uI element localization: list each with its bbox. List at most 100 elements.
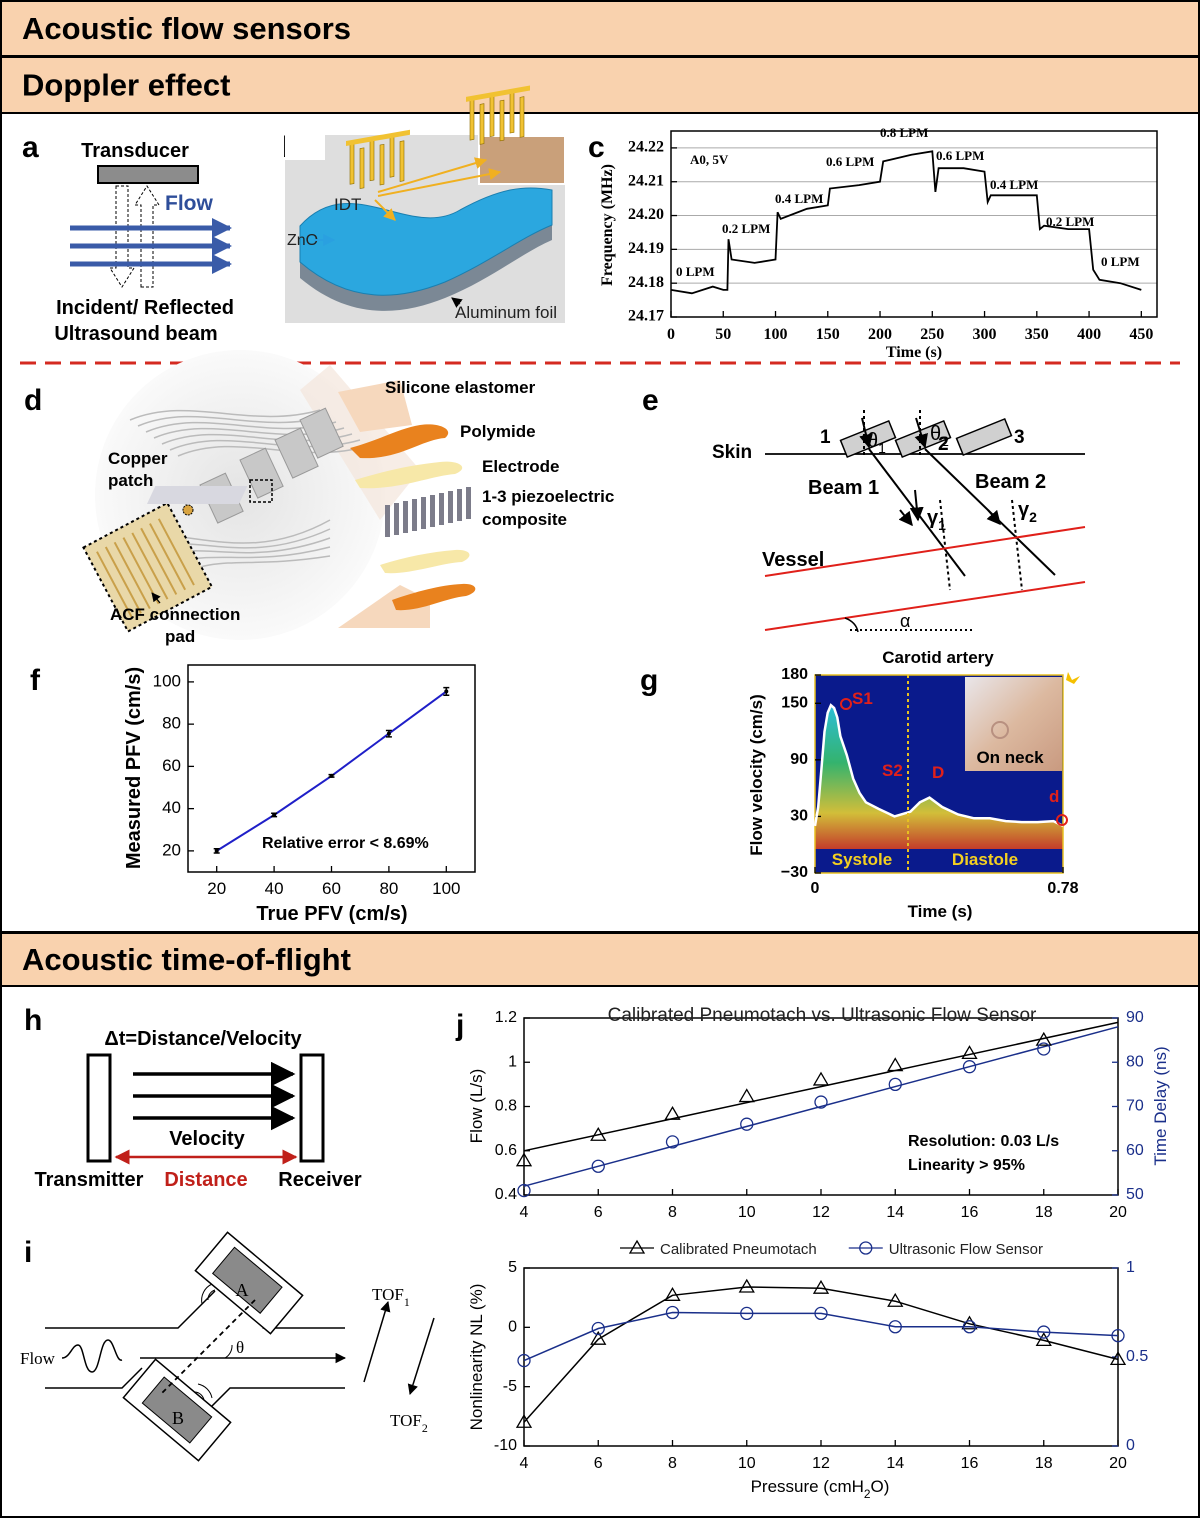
y-tick-label: 0.6 [495, 1142, 517, 1159]
electrode-bottom [380, 549, 470, 574]
marker [591, 1321, 605, 1336]
marker [591, 1159, 605, 1173]
receiver [299, 1053, 325, 1163]
y-tick-label: 1.2 [495, 1009, 517, 1026]
y2-tick-label: 90 [1126, 1009, 1144, 1026]
element [299, 407, 344, 459]
marker [962, 1060, 977, 1074]
marker [888, 1077, 902, 1092]
frequency-line [670, 150, 1142, 295]
y2-tick-label: 70 [1126, 1098, 1144, 1115]
pointer [151, 592, 161, 604]
panel-letter: f [30, 664, 41, 697]
marker [665, 1305, 680, 1320]
idt-finger [349, 143, 355, 185]
y-tick-label: -10 [494, 1437, 517, 1454]
idt-finger [489, 95, 495, 137]
annotation: Diastole [952, 850, 1018, 869]
marker [1037, 1042, 1051, 1056]
pointer [377, 168, 502, 197]
idt-finger [499, 99, 505, 142]
x-tick-label: 18 [1035, 1455, 1053, 1472]
label: TOF2 [390, 1411, 428, 1435]
y-tick-label: 150 [781, 695, 808, 712]
label: θ2 [930, 423, 949, 449]
x-tick-label: 0 [667, 326, 675, 343]
annotation: 0.2 LPM [1046, 214, 1094, 229]
transducer-b [141, 1376, 213, 1444]
incident-beam [109, 185, 135, 288]
plot-frame [670, 130, 1158, 318]
y-tick-label: 180 [781, 666, 808, 683]
marker [887, 1057, 904, 1072]
point [444, 689, 449, 694]
label: Distance [164, 1169, 247, 1191]
pad-trace [140, 527, 178, 595]
label: γ2 [1018, 499, 1037, 525]
envelope-line [813, 703, 1064, 828]
label: ACF connection [110, 605, 240, 624]
pointer [377, 157, 488, 193]
plot-frame [814, 674, 1064, 874]
idt-finger [479, 103, 485, 145]
x-tick-label: 0 [811, 880, 820, 897]
label: Aluminum foil [455, 303, 557, 322]
label-part: Pressure (cmH [751, 1477, 864, 1496]
label: Velocity [169, 1128, 245, 1150]
annotation: S1 [852, 689, 873, 708]
y-axis-label: Frequency (MHz) [599, 164, 616, 286]
marker [1109, 1351, 1127, 1366]
x-tick-label: 6 [594, 1455, 603, 1472]
piezo-pillar [457, 489, 462, 521]
point [272, 812, 277, 817]
label-part: 2 [1029, 509, 1037, 525]
marker [1111, 1328, 1125, 1343]
y2-tick-label: 50 [1126, 1186, 1144, 1203]
annotation: A0, 5V [690, 152, 729, 167]
pad-trace [96, 551, 134, 619]
copper-patch [182, 504, 194, 516]
annotation: 0.6 LPM [936, 148, 984, 163]
label-part: TOF [390, 1411, 422, 1430]
star [1066, 672, 1080, 684]
y-tick-label: 40 [162, 798, 181, 817]
pointer [451, 297, 463, 308]
label-part: θ [867, 430, 878, 452]
annotation: 0 LPM [676, 264, 715, 279]
y2-tick-label: 80 [1126, 1053, 1144, 1070]
interconnect [129, 409, 321, 421]
marker [814, 1306, 828, 1321]
annotation: S2 [882, 761, 903, 780]
label: Beam 2 [975, 471, 1046, 493]
x-tick-label: 50 [715, 326, 731, 343]
acoustic-path [161, 1299, 256, 1394]
label: A [236, 1280, 249, 1300]
x-tick-label: 4 [520, 1455, 529, 1472]
label-part: 1 [938, 517, 946, 533]
idt-finger [519, 96, 525, 138]
y-tick-label: 60 [162, 756, 181, 775]
marker [814, 1095, 828, 1109]
pulse [61, 1339, 123, 1373]
annotation: 0.8 LPM [880, 125, 928, 140]
marker [590, 1330, 607, 1345]
idt-finger [509, 92, 515, 134]
transducer [955, 417, 1013, 457]
pad-trace [149, 523, 187, 591]
annotation: Linearity > 95% [908, 1157, 1025, 1174]
label: Silicone elastomer [385, 378, 536, 397]
label: Incident/ Reflected [56, 297, 234, 319]
x-tick-label: 12 [812, 1455, 830, 1472]
transmitter [86, 1053, 112, 1163]
spectrum-area [815, 705, 1063, 849]
marker [859, 1241, 873, 1255]
label: θ1 [867, 430, 886, 456]
angle-arc [224, 1344, 233, 1359]
label: Skin [712, 442, 752, 463]
label: IDT [334, 195, 361, 214]
y-tick-label: 20 [162, 840, 181, 859]
piezo-pillar [412, 499, 417, 531]
panel-letter: j [455, 1009, 464, 1042]
label: Electrode [482, 457, 559, 476]
label: ZnO [287, 232, 318, 249]
